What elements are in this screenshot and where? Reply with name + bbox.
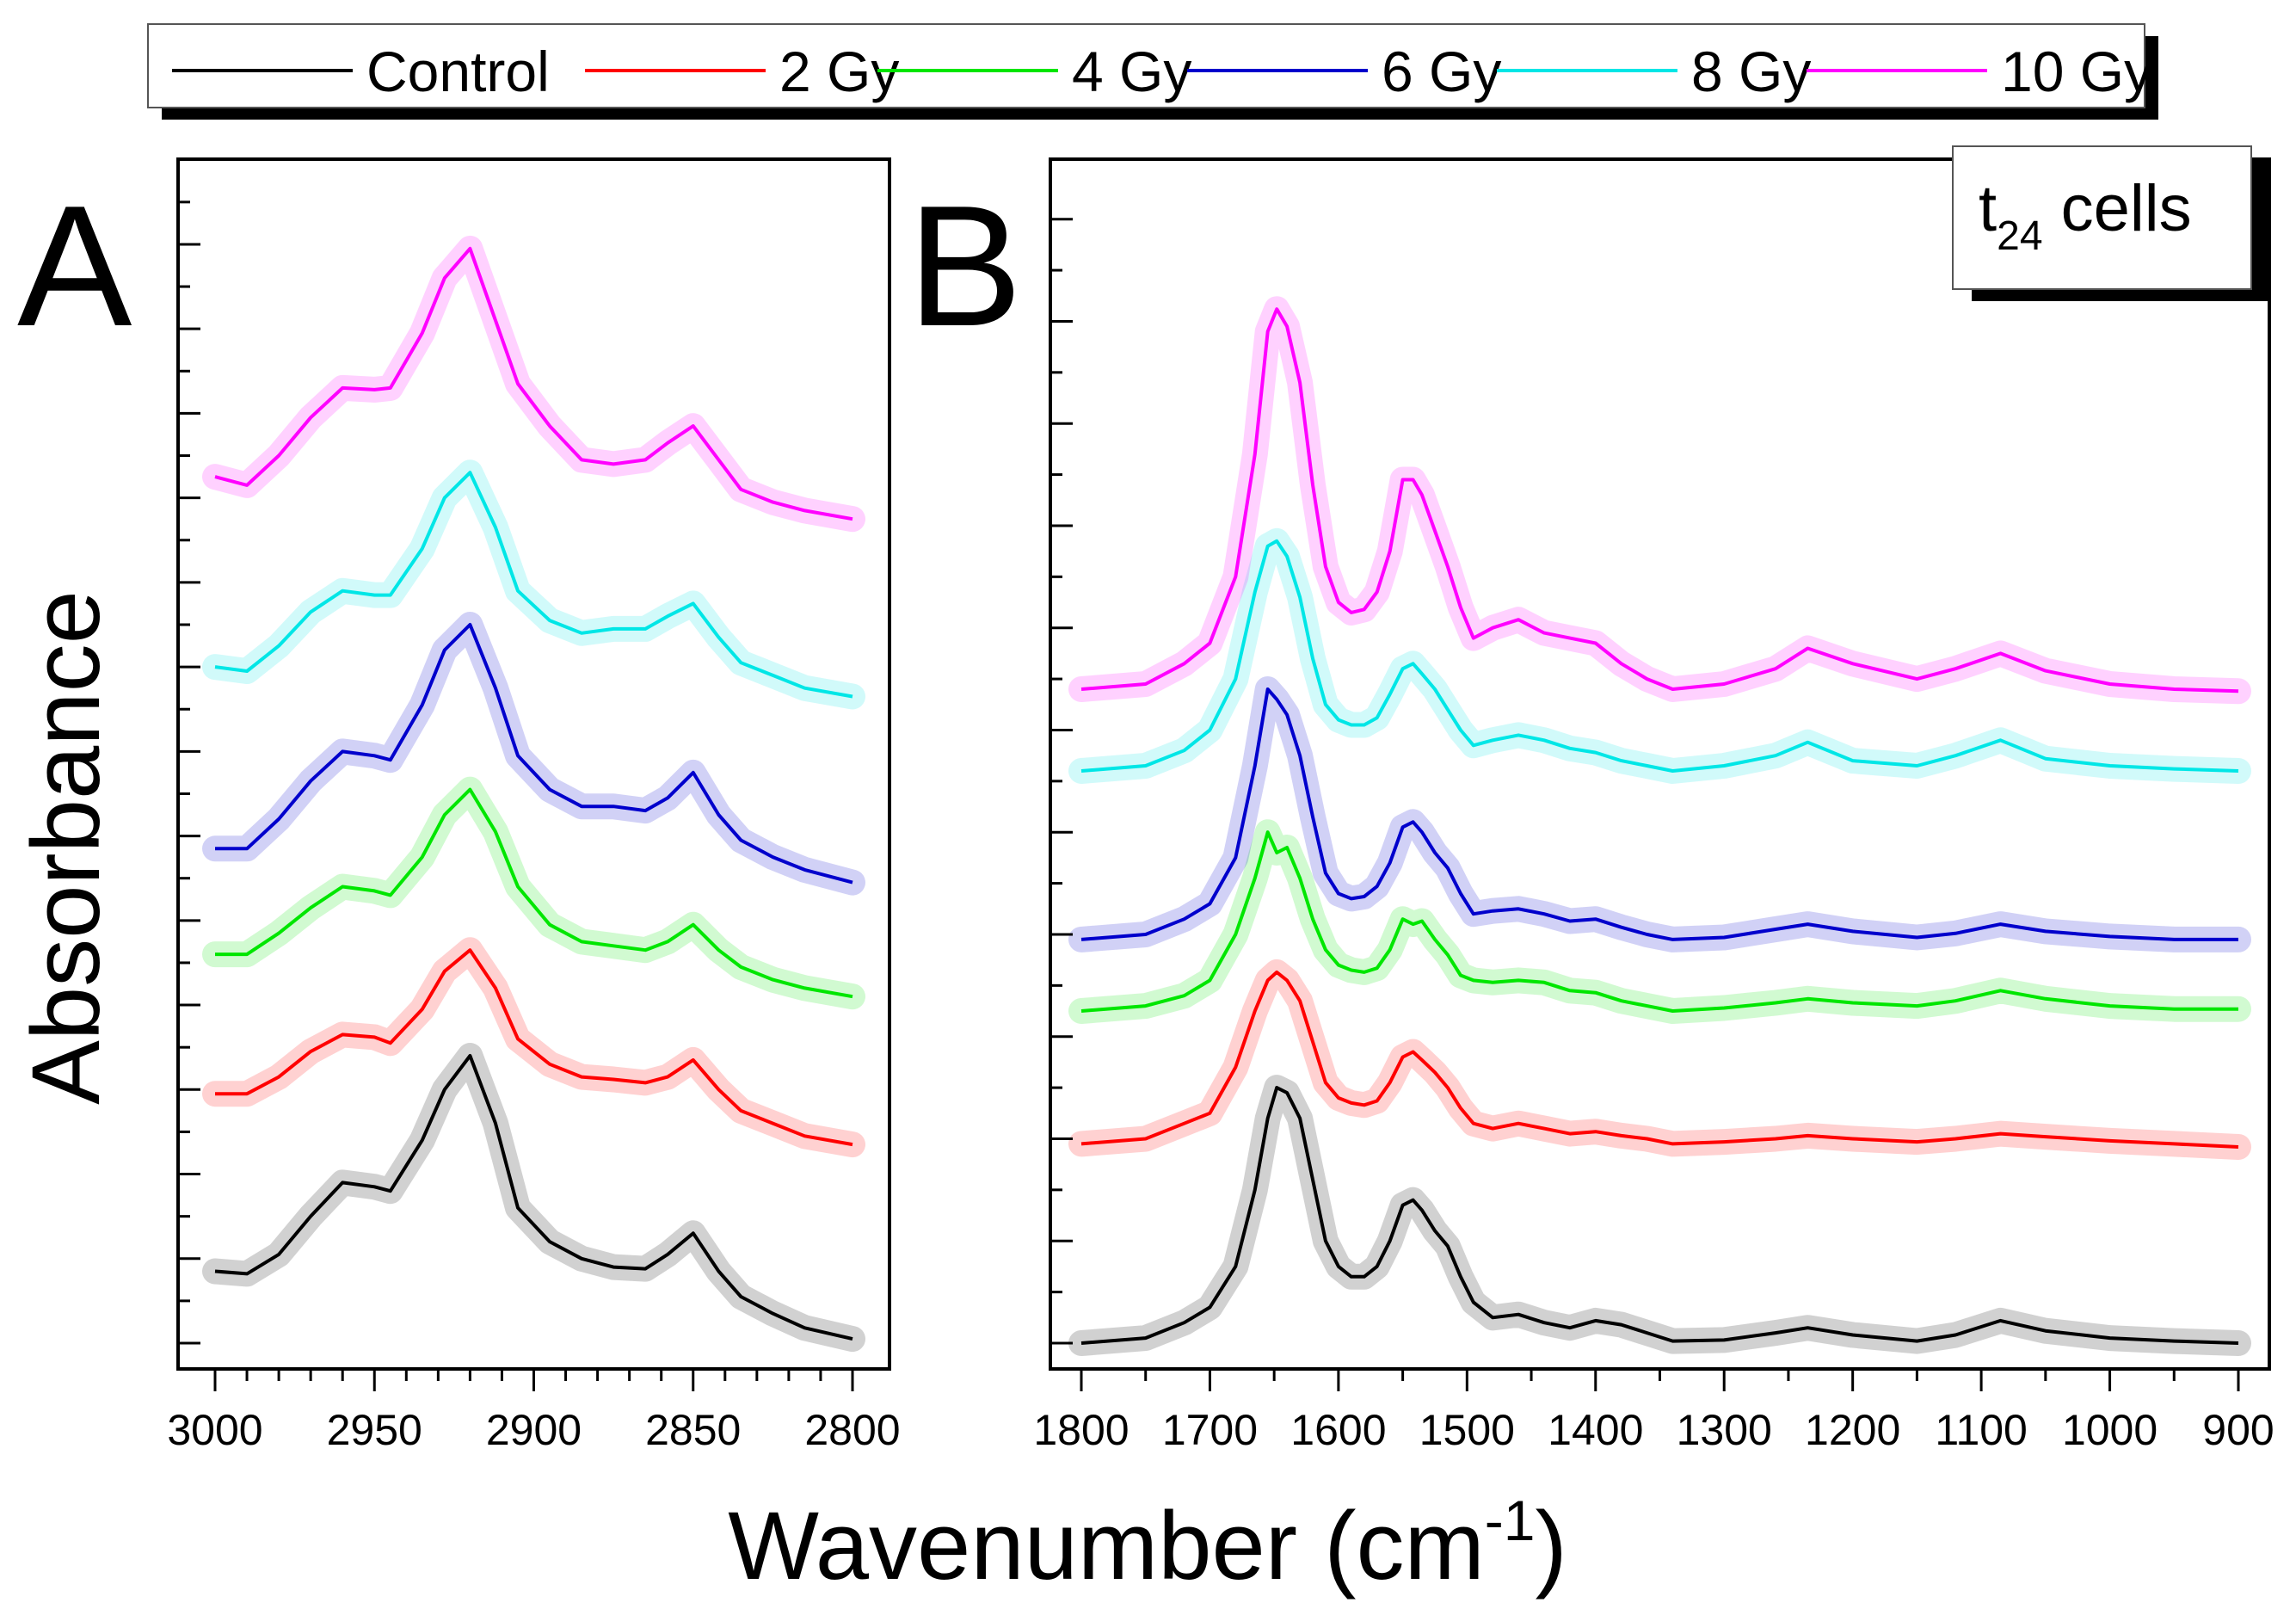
panel-b-xtick-label: 1000 — [2062, 1406, 2158, 1454]
legend-label-3: 6 Gy — [1382, 40, 1501, 103]
panel-b-series-5 — [1080, 307, 2239, 694]
panel-b-series-4 — [1080, 539, 2239, 773]
panel-a-series-1 — [215, 948, 853, 1147]
panel-b-xtick-label: 1700 — [1162, 1406, 1258, 1454]
panel-b-xtick-label: 1500 — [1419, 1406, 1515, 1454]
panel-b-xtick-label: 1100 — [1935, 1406, 2028, 1454]
sample-annotation: t24 cells — [1952, 145, 2270, 301]
legend-items: Control 2 Gy 4 Gy 6 Gy 8 Gy 10 Gy — [172, 40, 2152, 103]
panel-a-xtick-label: 3000 — [167, 1406, 262, 1454]
panel-b-curves — [1068, 296, 2251, 1356]
panel-a-xtick-label: 2900 — [486, 1406, 582, 1454]
legend-label-4: 8 Gy — [1691, 40, 1811, 103]
annotation-box — [1952, 145, 2252, 290]
annotation-text: t24 cells — [1979, 172, 2192, 259]
y-axis-label: Absorbance — [12, 590, 120, 1105]
panel-a-band-2 — [202, 776, 865, 1010]
panel-b-ticks: 900 1000 1100 1200 1300 1400 1500 1600 1700 1800 — [1033, 218, 2274, 1454]
panel-a: 2800 2850 2900 2950 3000 A — [17, 157, 901, 1454]
panel-a-series-5 — [214, 246, 853, 521]
panel-a-letter: A — [17, 170, 132, 362]
panel-a-series-4 — [214, 471, 853, 699]
panel-a-band-0 — [202, 1043, 865, 1353]
panel-b-xtick-label: 900 — [2202, 1406, 2274, 1454]
panel-a-series-3 — [215, 623, 853, 885]
panel-b-xtick-label: 1200 — [1805, 1406, 1900, 1454]
panel-a-xtick-label: 2950 — [327, 1406, 422, 1454]
panel-a-curves — [202, 235, 865, 1353]
panel-b-xtick-label: 1300 — [1677, 1406, 1772, 1454]
panel-b-series-3 — [1080, 687, 2238, 941]
panel-b-series-1 — [1080, 970, 2239, 1149]
panel-b-series-2 — [1080, 830, 2238, 1013]
legend: Control 2 Gy 4 Gy 6 Gy 8 Gy 10 Gy — [147, 23, 2158, 120]
panel-b-xtick-label: 1600 — [1290, 1406, 1386, 1454]
panel-b: 900100011001200130014001500160017001800 … — [908, 145, 2274, 1454]
panel-b-letter: B — [908, 170, 1022, 362]
panel-a-series-2 — [215, 787, 853, 999]
x-axis-label: Wavenumber (cm-1) — [728, 1489, 1567, 1600]
panel-a-series-0 — [214, 1054, 853, 1341]
panel-a-xtick-label: 2800 — [804, 1406, 900, 1454]
panel-a-band-5 — [202, 235, 865, 533]
panel-a-xtick-label: 2850 — [645, 1406, 741, 1454]
panel-b-xtick-label: 1800 — [1033, 1406, 1129, 1454]
legend-label-2: 4 Gy — [1072, 40, 1191, 103]
legend-label-5: 10 Gy — [2001, 40, 2152, 103]
legend-label-0: Control — [366, 40, 550, 103]
panel-b-xtick-label: 1400 — [1548, 1406, 1643, 1454]
panel-b-series-0 — [1080, 1086, 2239, 1345]
panel-a-ticks: 2800 2850 2900 2950 3000 — [167, 200, 901, 1454]
legend-box — [147, 23, 2145, 108]
